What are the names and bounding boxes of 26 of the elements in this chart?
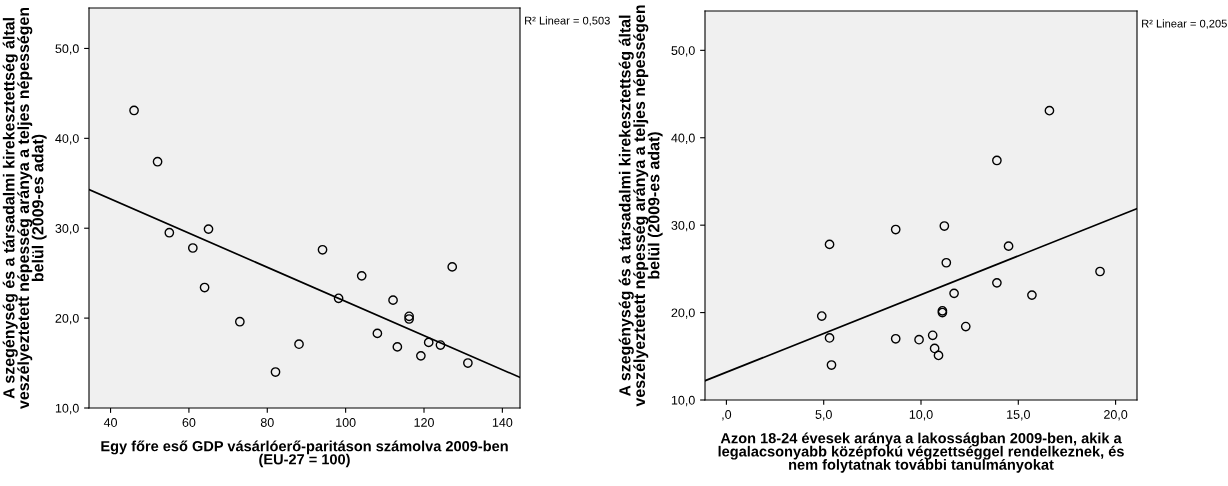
x-tick-label: 60 — [182, 418, 196, 427]
y-tick-label: 30,0 — [671, 220, 695, 232]
x-tick-label: ,0 — [722, 410, 732, 421]
y-tick-label: 50,0 — [671, 46, 695, 57]
y-tick-label: 30,0 — [55, 224, 79, 235]
x-axis-title: Azon 18-24 évesek aránya a lakosságban 2009-ben, akik a legalacsonyabb középfokú végzettséggel rendelkeznek, és nem folytatnak további tanulmányokat — [718, 432, 1124, 473]
y-tick-label: 50,0 — [55, 44, 79, 55]
x-tick-label: 80 — [260, 418, 274, 427]
x-tick-label: 120 — [414, 418, 434, 427]
x-tick-label: 20,0 — [1104, 410, 1128, 421]
x-tick-label: 15,0 — [1007, 410, 1030, 421]
y-tick-label: 40,0 — [671, 133, 695, 144]
y-tick-label: 40,0 — [55, 134, 79, 145]
x-tick-label: 100 — [336, 418, 356, 427]
x-tick-label: 140 — [492, 418, 513, 427]
x-axis-title: Egy főre eső GDP vásárlóerő-paritáson számolva 2009-ben (EU-27 = 100) — [101, 440, 508, 468]
y-tick-label: 20,0 — [55, 313, 79, 325]
y-tick-label: 10,0 — [671, 395, 695, 407]
y-tick-label: 20,0 — [671, 308, 695, 319]
x-tick-label: 40 — [103, 418, 118, 427]
x-tick-label: 5,0 — [815, 410, 832, 421]
text: R² Linear = 0,503 — [525, 16, 610, 26]
text: R² Linear = 0,205 — [1142, 19, 1227, 29]
y-axis-title: A szegénység és a társadalmi kirekesztettség által veszélyeztetett népesség aránya a teljes népességen belül (2009-es adat) — [2, 7, 47, 410]
x-tick-label: 10,0 — [909, 410, 933, 421]
y-axis-title: A szegénység és a társadalmi kirekesztettség által veszélyeztetett népesség aránya a teljes népességen belül (2009-es adat) — [618, 5, 663, 407]
